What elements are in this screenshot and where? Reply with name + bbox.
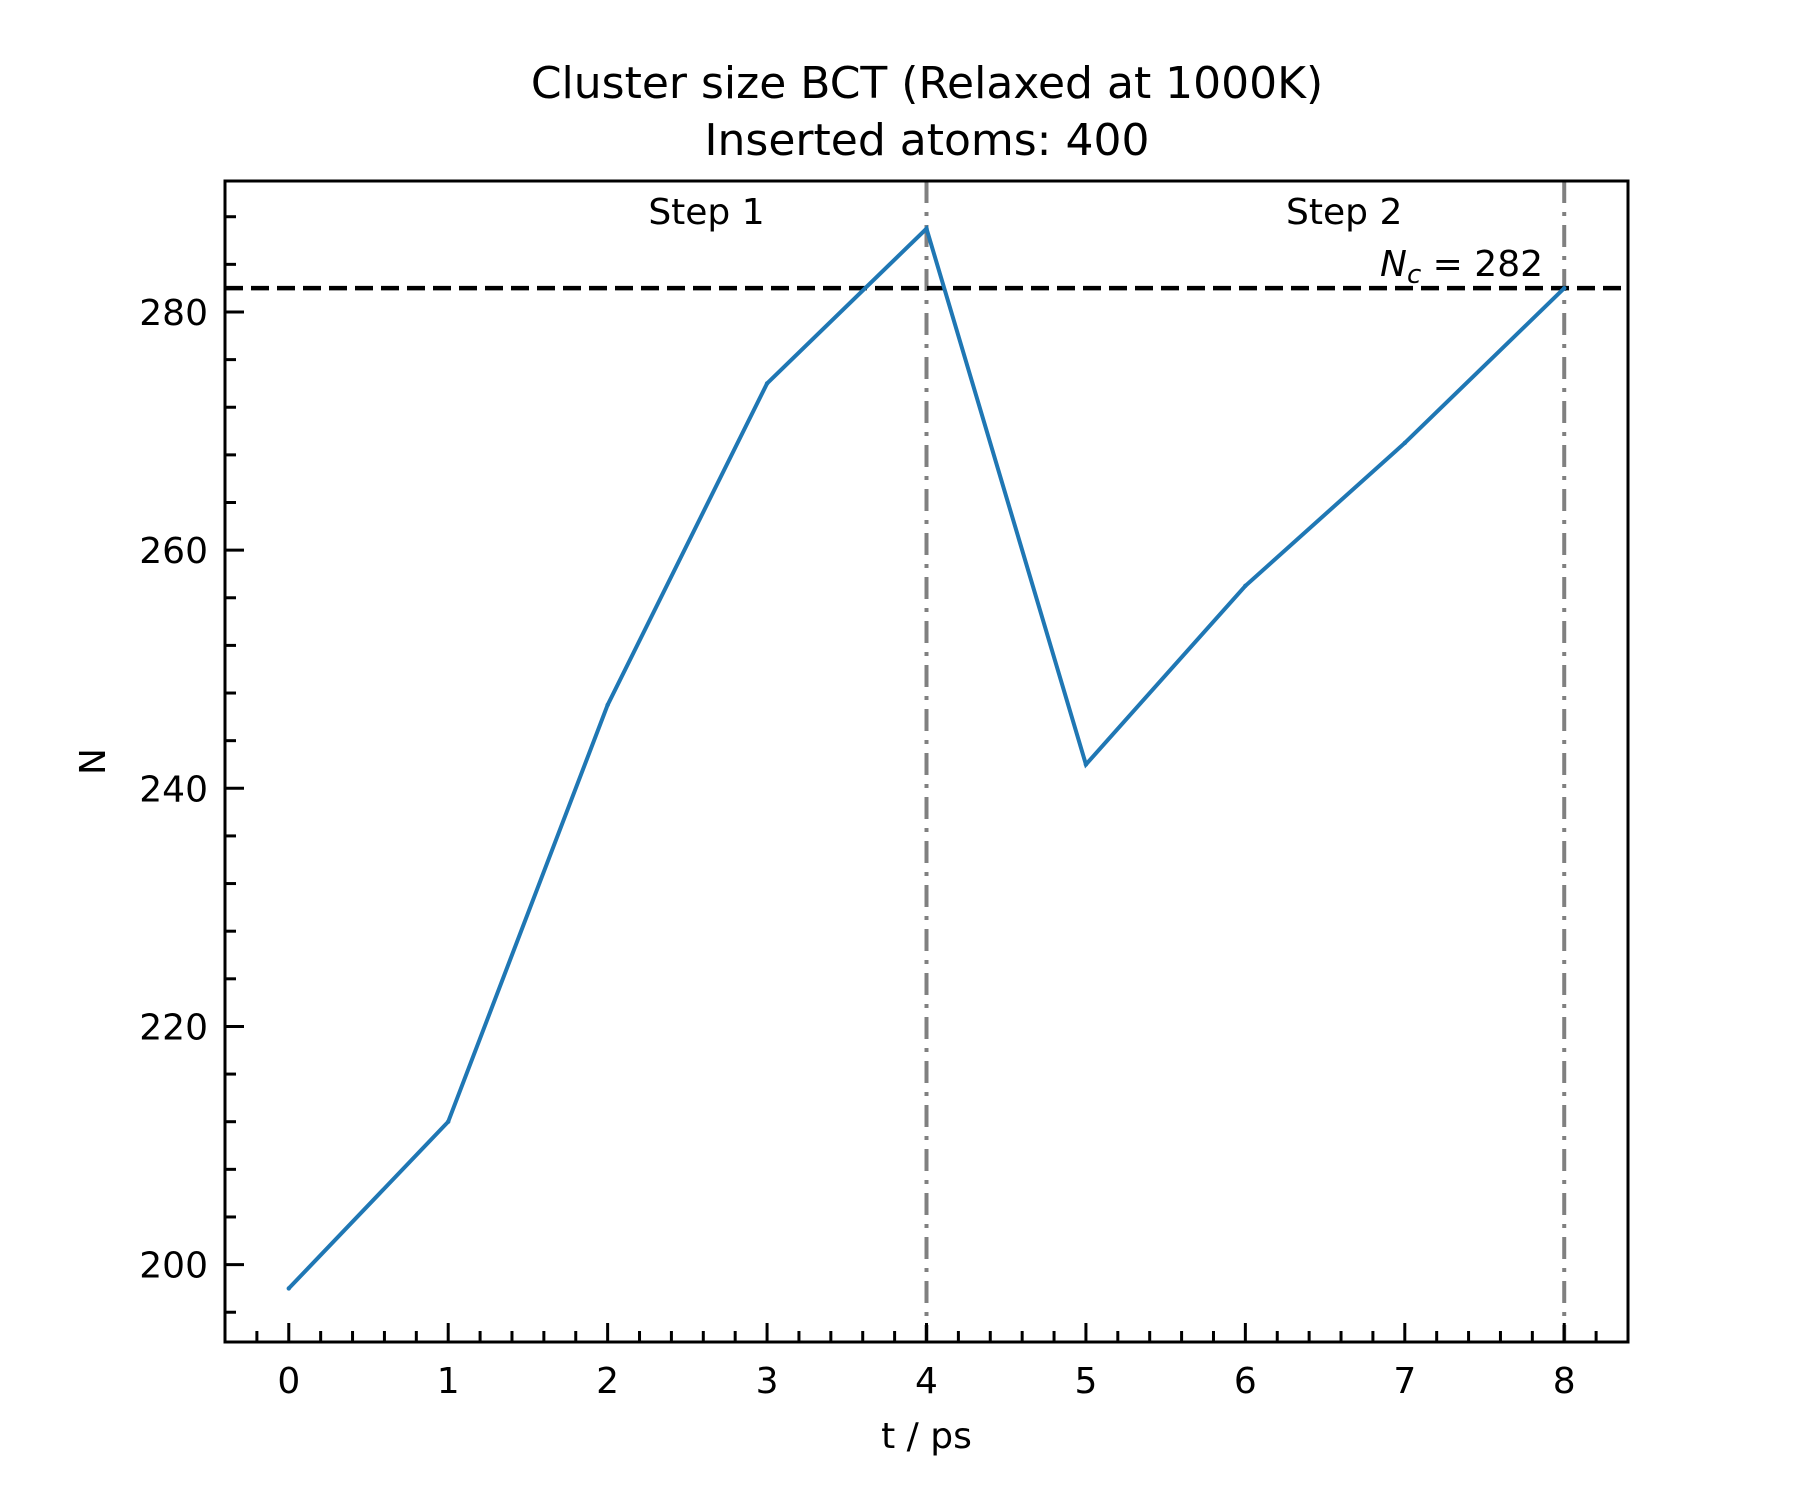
plot-frame <box>223 179 1630 1344</box>
x-axis-label: t / ps <box>881 1416 972 1457</box>
y-tick-label: 280 <box>139 293 208 334</box>
data-point <box>924 226 929 231</box>
data-point <box>1243 583 1248 589</box>
data-point <box>286 1286 291 1291</box>
x-tick-label: 3 <box>756 1361 779 1402</box>
plot-area: Nc = 282 Step 1 Step 2 0 1 2 3 4 5 6 7 8 200 220 240 26… <box>139 181 1630 1402</box>
data-point <box>764 381 770 386</box>
y-tick-label: 200 <box>139 1246 208 1287</box>
x-tick-label: 7 <box>1393 1361 1416 1402</box>
step-label-1: Step 1 <box>648 192 764 233</box>
data-point <box>1562 285 1567 291</box>
chart-subtitle: Inserted atoms: 400 <box>705 115 1150 166</box>
data-point <box>1083 762 1089 767</box>
step-label-2: Step 2 <box>1286 192 1402 233</box>
y-axis-label: N <box>73 748 114 775</box>
chart-title: Cluster size BCT (Relaxed at 1000K) <box>531 58 1323 109</box>
data-point <box>1402 440 1407 446</box>
y-tick-label: 220 <box>139 1007 208 1048</box>
x-tick-label: 2 <box>596 1361 619 1402</box>
x-tick-label: 8 <box>1553 1361 1576 1402</box>
x-tick-label: 0 <box>277 1361 300 1402</box>
y-tick-label: 240 <box>139 769 208 810</box>
data-point <box>605 702 610 708</box>
x-tick-label: 1 <box>437 1361 460 1402</box>
threshold-label: Nc = 282 <box>1380 244 1543 290</box>
x-tick-label: 5 <box>1074 1361 1097 1402</box>
x-tick-label: 6 <box>1234 1361 1257 1402</box>
y-tick-label: 260 <box>139 531 208 572</box>
x-tick-label: 4 <box>915 1361 938 1402</box>
data-point <box>446 1119 451 1124</box>
